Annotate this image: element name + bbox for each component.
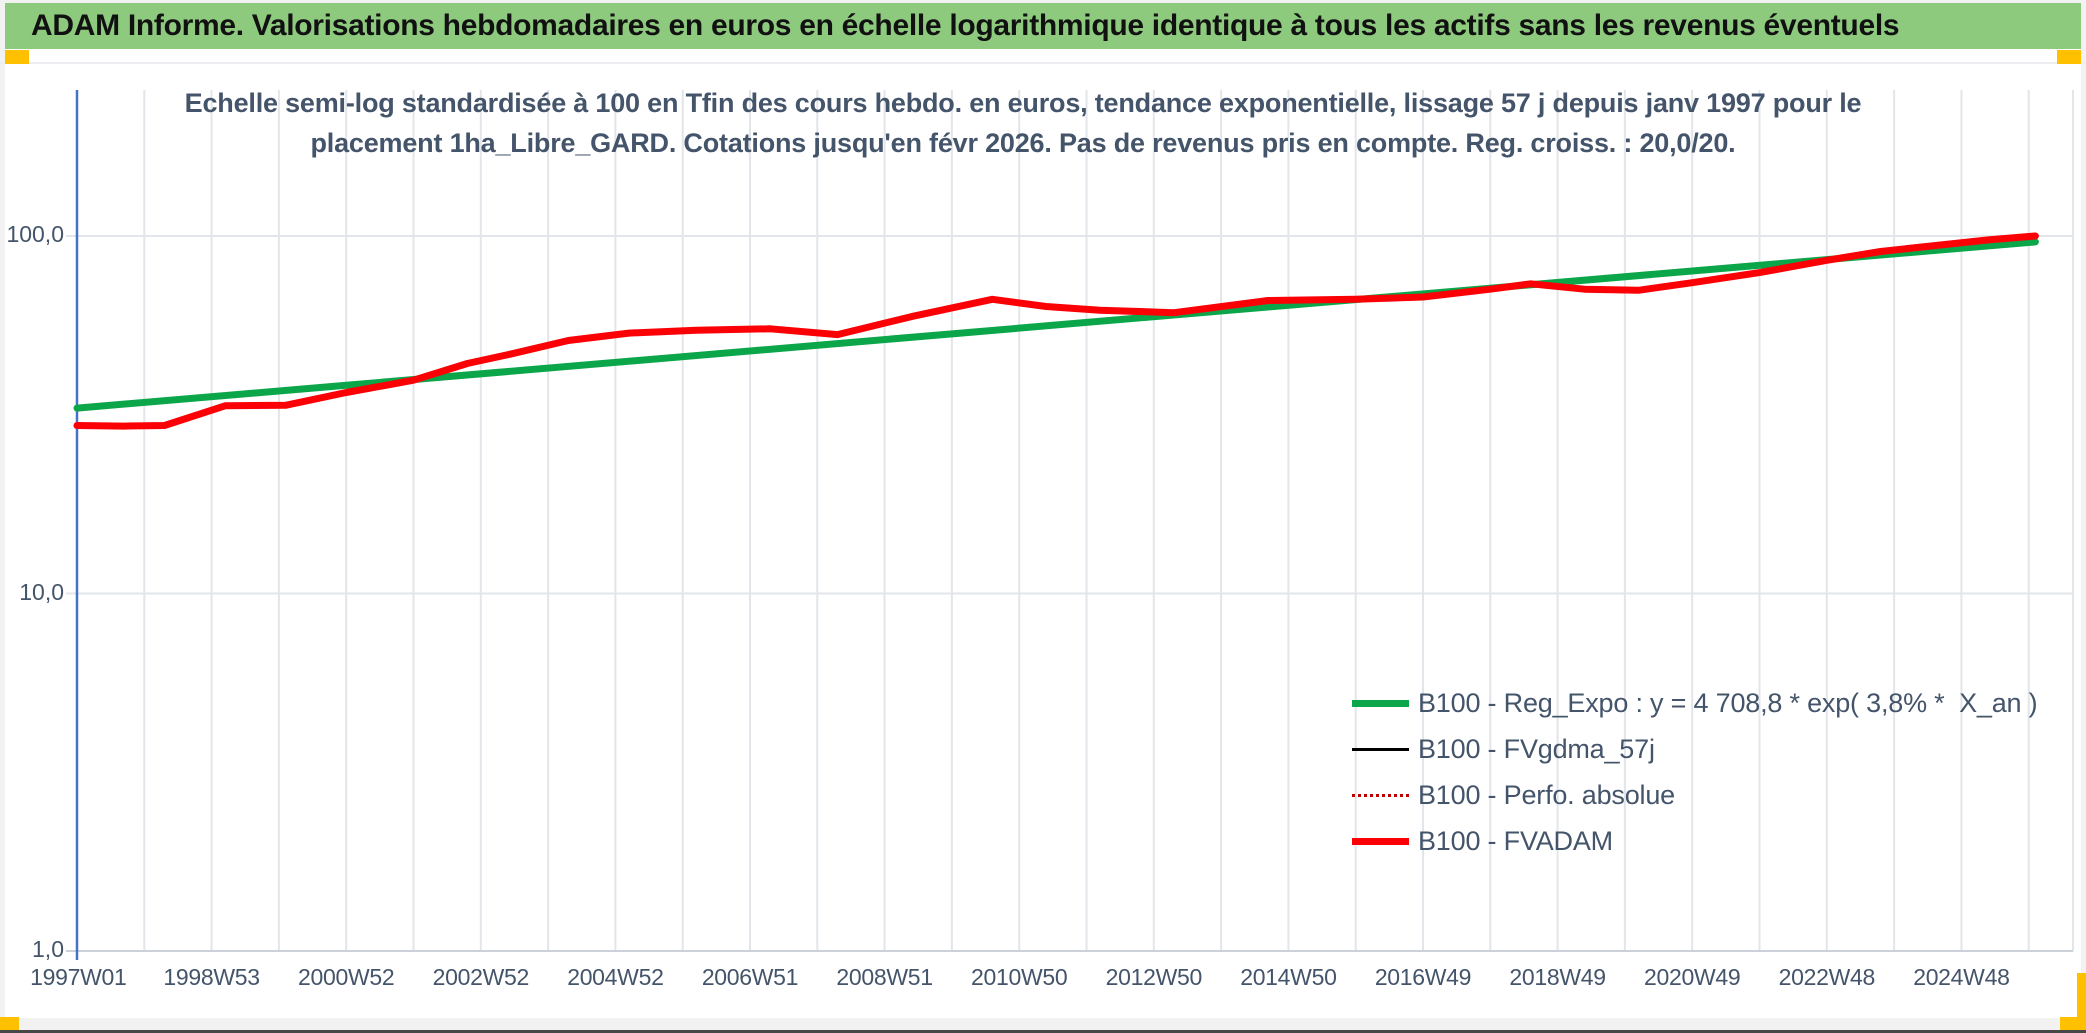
x-tick-label: 2022W48 bbox=[1778, 964, 1876, 990]
legend-label: B100 - Perfo. absolue bbox=[1418, 779, 1675, 810]
legend-line-swatch bbox=[1352, 699, 1409, 707]
y-tick-label: 100,0 bbox=[6, 221, 64, 247]
sheet-divider bbox=[0, 62, 2086, 64]
accent-square-bottom-right bbox=[2060, 1017, 2086, 1031]
x-tick-label: 2020W49 bbox=[1644, 964, 1741, 990]
legend-item: B100 - Perfo. absolue bbox=[1352, 772, 2037, 818]
legend-line-swatch bbox=[1352, 837, 1409, 845]
legend-label: B100 - Reg_Expo : y = 4 708,8 * exp( 3,8… bbox=[1418, 687, 2038, 718]
y-tick-label: 10,0 bbox=[19, 578, 64, 605]
legend-item: B100 - FVgdma_57j bbox=[1352, 726, 2037, 772]
x-tick-label: 2002W52 bbox=[432, 964, 530, 990]
legend-item: B100 - Reg_Expo : y = 4 708,8 * exp( 3,8… bbox=[1352, 680, 2038, 726]
x-tick-label: 2008W51 bbox=[836, 964, 933, 990]
legend-line-swatch bbox=[1352, 747, 1409, 751]
x-tick-label: 1997W01 bbox=[30, 964, 127, 990]
legend-item: B100 - FVADAM bbox=[1352, 818, 2037, 864]
x-tick-label: 2000W52 bbox=[298, 964, 395, 990]
chart-legend: B100 - Reg_Expo : y = 4 708,8 * exp( 3,8… bbox=[1352, 680, 2038, 864]
window-bottom-edge bbox=[0, 1030, 2086, 1033]
accent-square-top-right bbox=[2057, 50, 2081, 64]
chart-subtitle-line1: Echelle semi-log standardisée à 100 en T… bbox=[184, 88, 1862, 118]
legend-label: B100 - FVADAM bbox=[1418, 825, 1613, 856]
accent-bar-bottom-right bbox=[2077, 973, 2086, 1031]
accent-square-bottom-left bbox=[0, 1017, 19, 1031]
report-title-bar: ADAM Informe. Valorisations hebdomadaire… bbox=[5, 3, 2081, 49]
legend-line-swatch bbox=[1352, 793, 1409, 797]
series-line-b100-reg-expo-y-4-708-8-exp-3-8-x-an- bbox=[73, 238, 2039, 412]
x-tick-label: 2024W48 bbox=[1913, 964, 2010, 990]
x-tick-label: 2010W50 bbox=[971, 964, 1068, 990]
x-tick-label: 2004W52 bbox=[567, 964, 664, 990]
x-tick-label: 2014W50 bbox=[1240, 964, 1337, 990]
chart-canvas bbox=[5, 49, 2081, 1018]
accent-square-top-left bbox=[5, 50, 29, 64]
legend-label: B100 - FVgdma_57j bbox=[1418, 733, 1655, 764]
series-line-b100-fvadam bbox=[73, 232, 2039, 430]
x-tick-label: 2018W49 bbox=[1509, 964, 1606, 990]
x-tick-label: 2016W49 bbox=[1374, 964, 1472, 990]
chart-subtitle-line2: placement 1ha_Libre_GARD. Cotations jusq… bbox=[310, 128, 1736, 158]
report-title: ADAM Informe. Valorisations hebdomadaire… bbox=[31, 9, 1900, 42]
y-tick-label: 1,0 bbox=[32, 936, 64, 962]
x-tick-label: 2012W50 bbox=[1105, 964, 1203, 990]
x-tick-label: 1998W53 bbox=[163, 964, 260, 990]
x-tick-label: 2006W51 bbox=[701, 964, 799, 990]
